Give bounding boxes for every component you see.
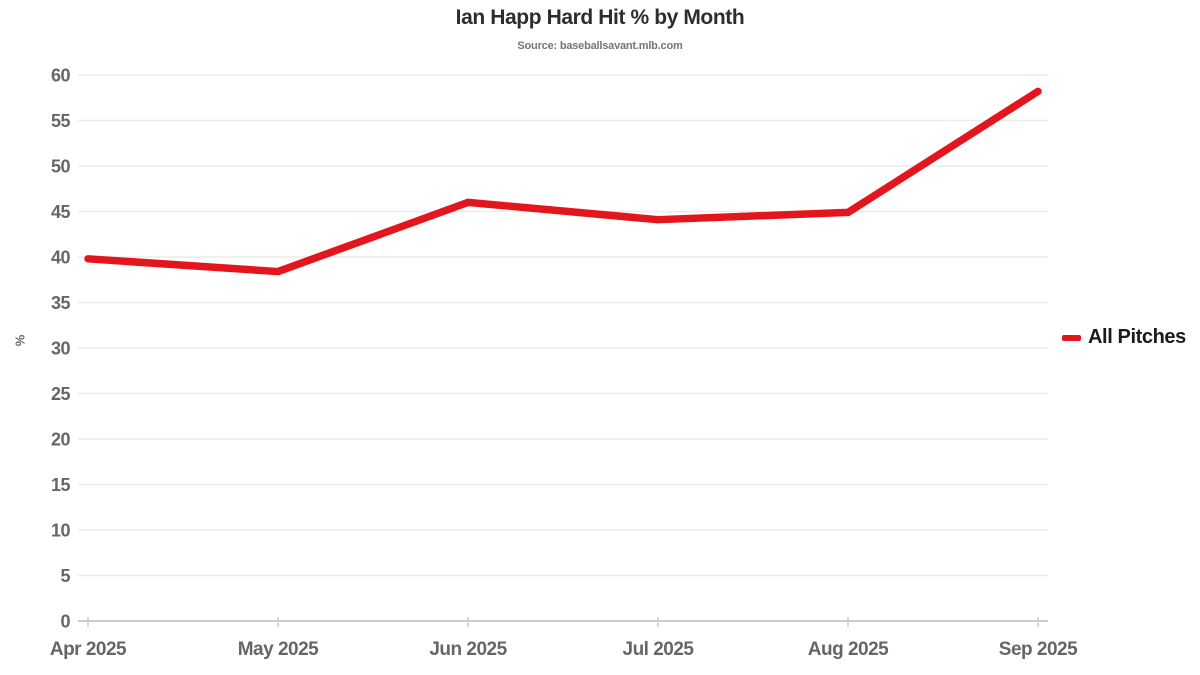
chart-title: Ian Happ Hard Hit % by Month xyxy=(455,6,745,29)
y-tick-label: 20 xyxy=(51,430,71,450)
y-tick-label: 40 xyxy=(51,248,71,268)
y-tick-label: 60 xyxy=(51,66,71,86)
y-tick-label: 15 xyxy=(51,475,71,495)
x-tick-label: May 2025 xyxy=(238,639,319,660)
series-line-all-pitches xyxy=(84,87,1042,276)
y-tick-label: 10 xyxy=(51,521,71,541)
x-tick-label: Aug 2025 xyxy=(808,639,889,660)
y-tick-label: 0 xyxy=(60,612,70,632)
x-tick-label: Sep 2025 xyxy=(999,639,1078,660)
legend: All Pitches xyxy=(1062,326,1186,349)
y-tick-label: 30 xyxy=(51,339,71,359)
x-tick-label: Jun 2025 xyxy=(429,639,507,660)
y-tick-label: 35 xyxy=(51,293,71,313)
y-tick-label: 5 xyxy=(60,566,70,586)
x-tick-label: Apr 2025 xyxy=(50,639,127,660)
chart-subtitle: Source: baseballsavant.mlb.com xyxy=(517,40,683,52)
y-tick-label: 50 xyxy=(51,157,71,177)
legend-label-all-pitches: All Pitches xyxy=(1088,326,1186,348)
x-tick-label: Jul 2025 xyxy=(623,639,695,660)
y-tick-label: 55 xyxy=(51,111,71,131)
y-tick-label: 25 xyxy=(51,384,71,404)
y-tick-label: 45 xyxy=(51,202,71,222)
legend-swatch-all-pitches xyxy=(1062,334,1081,341)
